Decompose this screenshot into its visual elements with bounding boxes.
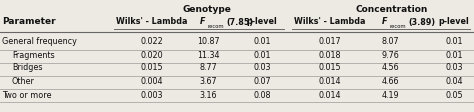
Text: p-level: p-level bbox=[438, 17, 469, 27]
Text: 8.77: 8.77 bbox=[199, 64, 217, 72]
Text: 4.66: 4.66 bbox=[381, 76, 399, 85]
Text: F: F bbox=[382, 17, 388, 27]
Text: 0.01: 0.01 bbox=[445, 38, 463, 46]
Text: 10.87: 10.87 bbox=[197, 38, 219, 46]
Text: 0.003: 0.003 bbox=[141, 90, 163, 99]
Text: Bridges: Bridges bbox=[12, 64, 43, 72]
Text: recom: recom bbox=[207, 24, 224, 29]
Text: p-level: p-level bbox=[246, 17, 277, 27]
Text: Wilks' - Lambda: Wilks' - Lambda bbox=[116, 17, 188, 27]
Text: 0.01: 0.01 bbox=[445, 51, 463, 59]
Text: 0.014: 0.014 bbox=[319, 90, 341, 99]
Text: 9.76: 9.76 bbox=[381, 51, 399, 59]
Text: General frequency: General frequency bbox=[2, 38, 77, 46]
Text: 0.022: 0.022 bbox=[141, 38, 164, 46]
Text: Concentration: Concentration bbox=[356, 4, 428, 14]
Text: 8.07: 8.07 bbox=[381, 38, 399, 46]
Text: 0.01: 0.01 bbox=[253, 38, 271, 46]
Text: 3.16: 3.16 bbox=[199, 90, 217, 99]
Text: 0.03: 0.03 bbox=[253, 64, 271, 72]
Text: Fragments: Fragments bbox=[12, 51, 55, 59]
Text: 0.01: 0.01 bbox=[253, 51, 271, 59]
Text: 0.004: 0.004 bbox=[141, 76, 163, 85]
Text: (7.85): (7.85) bbox=[226, 17, 253, 27]
Text: 0.017: 0.017 bbox=[319, 38, 341, 46]
Text: 4.19: 4.19 bbox=[381, 90, 399, 99]
Text: 4.56: 4.56 bbox=[381, 64, 399, 72]
Text: Genotype: Genotype bbox=[182, 4, 231, 14]
Text: (3.89): (3.89) bbox=[408, 17, 435, 27]
Text: 0.07: 0.07 bbox=[253, 76, 271, 85]
Text: F: F bbox=[200, 17, 206, 27]
Text: 0.04: 0.04 bbox=[445, 76, 463, 85]
Text: Wilks' - Lambda: Wilks' - Lambda bbox=[294, 17, 366, 27]
Text: 0.08: 0.08 bbox=[253, 90, 271, 99]
Text: 0.020: 0.020 bbox=[141, 51, 164, 59]
Text: 0.015: 0.015 bbox=[319, 64, 341, 72]
Text: 11.34: 11.34 bbox=[197, 51, 219, 59]
Text: 0.018: 0.018 bbox=[319, 51, 341, 59]
Text: 0.015: 0.015 bbox=[141, 64, 164, 72]
Text: 0.03: 0.03 bbox=[445, 64, 463, 72]
Text: recom: recom bbox=[389, 24, 406, 29]
Text: Two or more: Two or more bbox=[2, 90, 52, 99]
Text: 3.67: 3.67 bbox=[199, 76, 217, 85]
Text: 0.014: 0.014 bbox=[319, 76, 341, 85]
Text: Other: Other bbox=[12, 76, 35, 85]
Text: Parameter: Parameter bbox=[2, 17, 55, 27]
Text: 0.05: 0.05 bbox=[445, 90, 463, 99]
